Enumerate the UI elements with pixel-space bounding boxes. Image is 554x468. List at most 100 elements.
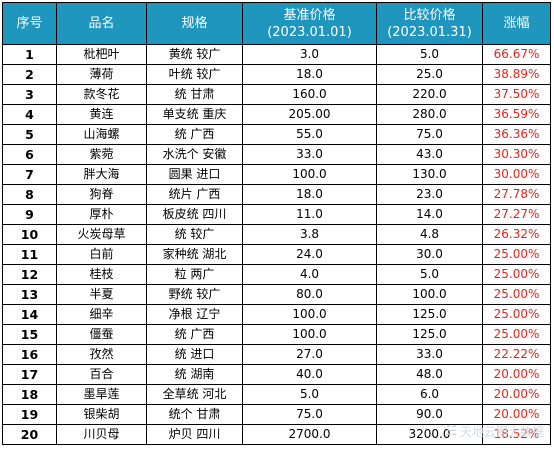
cell-spec: 统个 甘肃: [146, 404, 243, 425]
cell-base-price: 18.0: [242, 184, 377, 205]
cell-name: 狗脊: [56, 184, 147, 205]
cell-compare-price: 6.0: [376, 384, 483, 405]
cell-index: 17: [2, 364, 57, 385]
table-row: 11 白前 家种统 湖北 24.0 30.0 25.00%: [2, 244, 551, 265]
cell-change: 20.00%: [482, 364, 551, 385]
cell-spec: 家种统 湖北: [146, 244, 243, 265]
table-row: 19 银柴胡 统个 甘肃 75.0 90.0 20.00%: [2, 404, 551, 425]
table-row: 13 半夏 野统 较广 80.0 100.0 25.00%: [2, 284, 551, 305]
cell-index: 15: [2, 324, 57, 345]
cell-base-price: 80.0: [242, 284, 377, 305]
cell-base-price: 24.0: [242, 244, 377, 265]
header-compare-date: (2023.01.31): [387, 24, 472, 40]
header-index: 序号: [2, 2, 57, 45]
cell-compare-price: 23.0: [376, 184, 483, 205]
cell-compare-price: 75.0: [376, 124, 483, 145]
cell-spec: 炉贝 四川: [146, 424, 243, 445]
cell-index: 8: [2, 184, 57, 205]
cell-name: 细辛: [56, 304, 147, 325]
cell-name: 枇杷叶: [56, 44, 147, 65]
table-row: 9 厚朴 板皮统 四川 11.0 14.0 27.27%: [2, 204, 551, 225]
cell-change: 36.36%: [482, 124, 551, 145]
cell-compare-price: 43.0: [376, 144, 483, 165]
price-change-table: 序号 品名 规格 基准价格 (2023.01.01) 比较价格 (2023.01…: [2, 2, 551, 445]
cell-name: 黄连: [56, 104, 147, 125]
cell-change: 18.52%: [482, 424, 551, 445]
cell-spec: 黄统 较广: [146, 44, 243, 65]
cell-change: 30.00%: [482, 164, 551, 185]
cell-name: 厚朴: [56, 204, 147, 225]
cell-compare-price: 30.0: [376, 244, 483, 265]
cell-name: 孜然: [56, 344, 147, 365]
cell-index: 16: [2, 344, 57, 365]
table-row: 17 百合统 湖南 40.0 48.0 20.00%: [2, 364, 551, 385]
cell-base-price: 205.00: [242, 104, 377, 125]
cell-change: 26.32%: [482, 224, 551, 245]
table-row: 18 墨旱莲 全草统 河北 5.0 6.0 20.00%: [2, 384, 551, 405]
cell-base-price: 4.0: [242, 264, 377, 285]
cell-spec: 单支统 重庆: [146, 104, 243, 125]
table-row: 2 薄荷 叶统 较广 18.0 25.0 38.89%: [2, 64, 551, 85]
cell-index: 7: [2, 164, 57, 185]
cell-change: 27.78%: [482, 184, 551, 205]
cell-name: 胖大海: [56, 164, 147, 185]
cell-compare-price: 90.0: [376, 404, 483, 425]
cell-base-price: 100.0: [242, 324, 377, 345]
cell-index: 1: [2, 44, 57, 65]
table-row: 20 川贝母 炉贝 四川 2700.0 3200.0 18.52%: [2, 424, 551, 445]
cell-base-price: 33.0: [242, 144, 377, 165]
cell-compare-price: 14.0: [376, 204, 483, 225]
cell-change: 25.00%: [482, 264, 551, 285]
cell-change: 25.00%: [482, 304, 551, 325]
table-row: 14 细辛 净根 辽宁 100.0 125.0 25.00%: [2, 304, 551, 325]
table-row: 10 火炭母草统 较广 3.8 4.8 26.32%: [2, 224, 551, 245]
table-row: 7 胖大海 圆果 进口 100.0 130.0 30.00%: [2, 164, 551, 185]
cell-change: 22.22%: [482, 344, 551, 365]
cell-spec: 板皮统 四川: [146, 204, 243, 225]
table-row: 4 黄连 单支统 重庆 205.00 280.0 36.59%: [2, 104, 551, 125]
cell-spec: 统 广西: [146, 124, 243, 145]
cell-base-price: 3.8: [242, 224, 377, 245]
cell-name: 川贝母: [56, 424, 147, 445]
cell-base-price: 100.0: [242, 164, 377, 185]
cell-base-price: 18.0: [242, 64, 377, 85]
cell-change: 25.00%: [482, 324, 551, 345]
cell-base-price: 55.0: [242, 124, 377, 145]
cell-spec: 净根 辽宁: [146, 304, 243, 325]
header-change: 涨幅: [482, 2, 551, 45]
cell-base-price: 5.0: [242, 384, 377, 405]
cell-compare-price: 125.0: [376, 324, 483, 345]
cell-name: 山海螺: [56, 124, 147, 145]
cell-index: 13: [2, 284, 57, 305]
cell-change: 20.00%: [482, 384, 551, 405]
cell-change: 25.00%: [482, 284, 551, 305]
cell-index: 12: [2, 264, 57, 285]
cell-index: 4: [2, 104, 57, 125]
cell-change: 25.00%: [482, 244, 551, 265]
cell-change: 37.50%: [482, 84, 551, 105]
cell-index: 3: [2, 84, 57, 105]
cell-name: 薄荷: [56, 64, 147, 85]
cell-spec: 全草统 河北: [146, 384, 243, 405]
cell-base-price: 100.0: [242, 304, 377, 325]
cell-name: 百合: [56, 364, 147, 385]
table-row: 8 狗脊 统片 广西 18.0 23.0 27.78%: [2, 184, 551, 205]
cell-change: 20.00%: [482, 404, 551, 425]
cell-compare-price: 4.8: [376, 224, 483, 245]
table-header-row: 序号 品名 规格 基准价格 (2023.01.01) 比较价格 (2023.01…: [2, 2, 551, 45]
table-row: 6 紫菀 水洗个 安徽 33.0 43.0 30.30%: [2, 144, 551, 165]
cell-base-price: 2700.0: [242, 424, 377, 445]
cell-base-price: 40.0: [242, 364, 377, 385]
cell-compare-price: 3200.0: [376, 424, 483, 445]
cell-index: 19: [2, 404, 57, 425]
cell-index: 18: [2, 384, 57, 405]
cell-compare-price: 280.0: [376, 104, 483, 125]
cell-base-price: 3.0: [242, 44, 377, 65]
cell-index: 6: [2, 144, 57, 165]
header-compare-price: 比较价格 (2023.01.31): [376, 2, 483, 45]
cell-compare-price: 220.0: [376, 84, 483, 105]
cell-base-price: 160.0: [242, 84, 377, 105]
cell-name: 紫菀: [56, 144, 147, 165]
cell-compare-price: 5.0: [376, 44, 483, 65]
table-row: 15 僵蚕统 广西 100.0 125.0 25.00%: [2, 324, 551, 345]
